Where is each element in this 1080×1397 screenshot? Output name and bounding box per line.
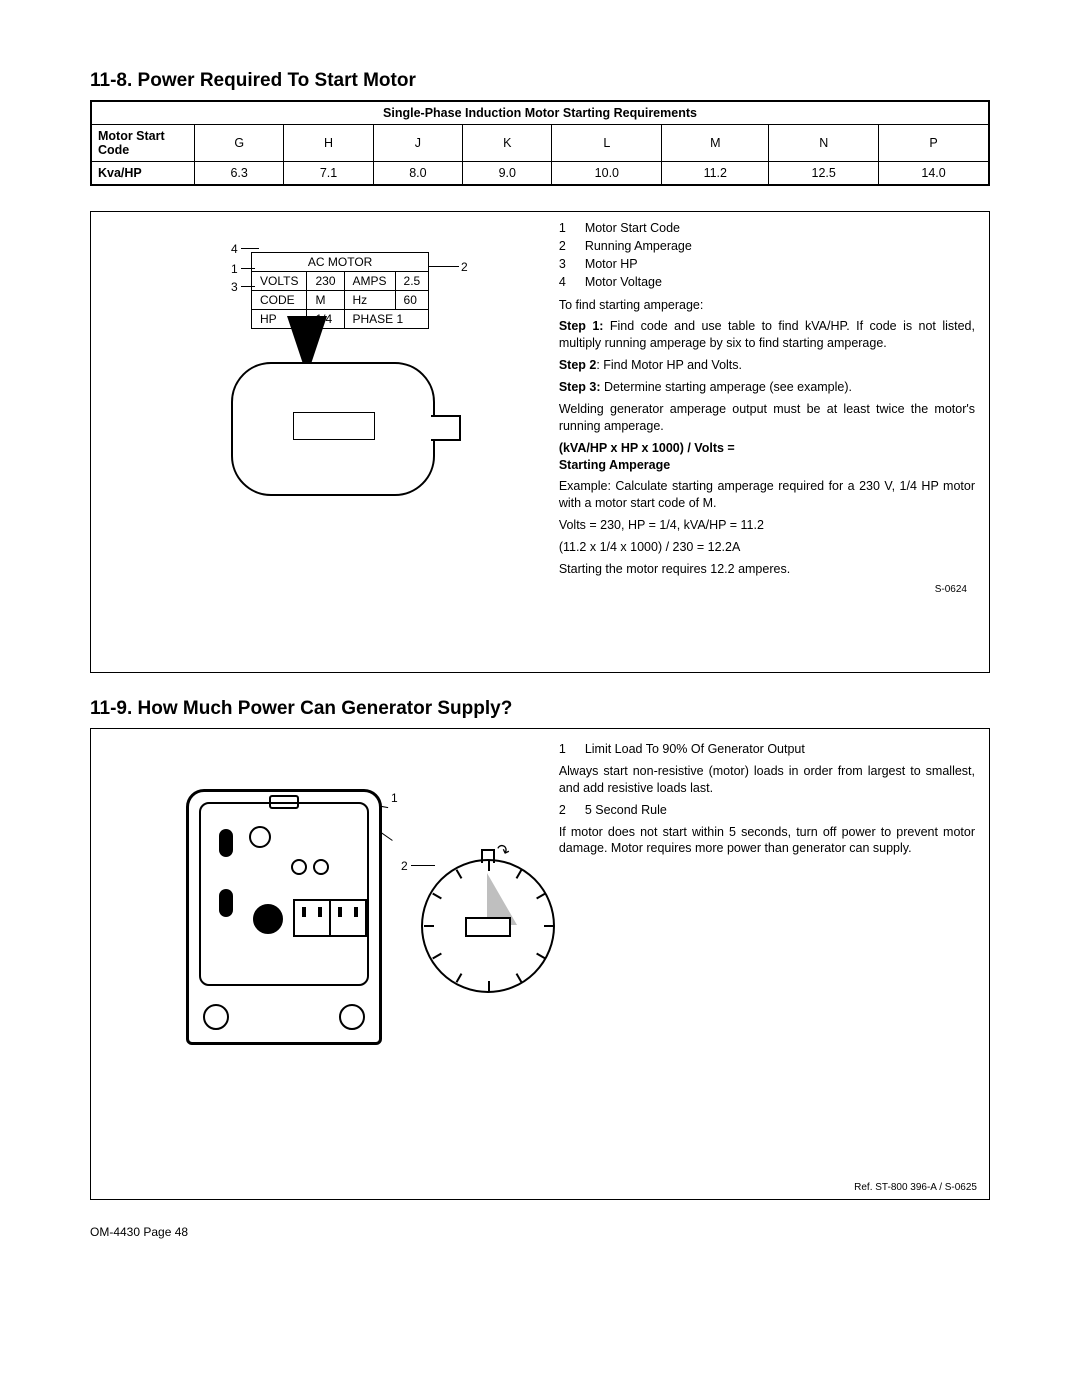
example3: (11.2 x 1/4 x 1000) / 230 = 12.2A: [559, 539, 975, 556]
callout-3: 3: [231, 280, 238, 294]
motor-body-icon: [231, 362, 435, 496]
legend-item-1: 1 Limit Load To 90% Of Generator Output: [559, 741, 975, 758]
fig-ref-118: S-0624: [559, 583, 975, 601]
np: 60: [395, 291, 429, 310]
legend-item-2: 2 5 Second Rule: [559, 802, 975, 819]
motor-start-table: Single-Phase Induction Motor Starting Re…: [91, 101, 989, 185]
example2: Volts = 230, HP = 1/4, kVA/HP = 11.2: [559, 517, 975, 534]
example1: Example: Calculate starting amperage req…: [559, 478, 975, 512]
callout-1: 1: [391, 791, 398, 805]
page-footer: OM-4430 Page 48: [90, 1225, 990, 1239]
motor-table-caption: Single-Phase Induction Motor Starting Re…: [91, 101, 989, 124]
kvahp-cell: 14.0: [879, 162, 989, 185]
kvahp-cell: 11.2: [662, 162, 769, 185]
step1: Step 1: Find code and use table to find …: [559, 318, 975, 352]
code-cell: J: [373, 125, 462, 162]
np: 2.5: [395, 272, 429, 291]
np-title: AC MOTOR: [252, 253, 429, 272]
code-cell: K: [463, 125, 552, 162]
np: M: [307, 291, 344, 310]
np: VOLTS: [252, 272, 307, 291]
code-cell: N: [769, 125, 879, 162]
code-cell: H: [284, 125, 373, 162]
callout-4: 4: [231, 242, 238, 256]
fig-ref-119: Ref. ST-800 396-A / S-0625: [854, 1182, 985, 1197]
legend-list: 1Motor Start Code 2Running Amperage 3Mot…: [559, 220, 975, 291]
kvahp-cell: 8.0: [373, 162, 462, 185]
para-weld: Welding generator amperage output must b…: [559, 401, 975, 435]
kvahp-cell: 7.1: [284, 162, 373, 185]
generator-panel-icon: [186, 789, 382, 1045]
stopwatch-icon: [421, 859, 555, 993]
formula: (kVA/HP x HP x 1000) / Volts = Starting …: [559, 440, 975, 474]
np: PHASE 1: [344, 310, 429, 329]
section-119-figure-box: 1 2: [90, 728, 990, 1200]
callout-1: 1: [231, 262, 238, 276]
step3: Step 3: Determine starting amperage (see…: [559, 379, 975, 396]
row2-label: Kva/HP: [92, 162, 195, 185]
intro-text: To find starting amperage:: [559, 297, 975, 314]
motor-table-box: Single-Phase Induction Motor Starting Re…: [90, 100, 990, 186]
code-cell: L: [552, 125, 662, 162]
figure-118-diagram: 4 1 3 2 AC MOTOR VOLTS 230 AMPS 2.5 CODE: [91, 212, 549, 672]
example4: Starting the motor requires 12.2 amperes…: [559, 561, 975, 578]
np: AMPS: [344, 272, 395, 291]
step2: Step 2: Find Motor HP and Volts.: [559, 357, 975, 374]
np: CODE: [252, 291, 307, 310]
callout-2: 2: [461, 260, 468, 274]
code-cell: P: [879, 125, 989, 162]
section-119-heading: 11-9. How Much Power Can Generator Suppl…: [90, 698, 990, 720]
section-118-heading: 11-8. Power Required To Start Motor: [90, 70, 990, 92]
callout-2: 2: [401, 859, 408, 873]
motor-shaft-icon: [431, 415, 461, 441]
kvahp-cell: 12.5: [769, 162, 879, 185]
kvahp-cell: 6.3: [195, 162, 284, 185]
figure-119-text: 1 Limit Load To 90% Of Generator Output …: [549, 729, 989, 1199]
code-cell: G: [195, 125, 284, 162]
p2: If motor does not start within 5 seconds…: [559, 824, 975, 858]
motor-nameplate: AC MOTOR VOLTS 230 AMPS 2.5 CODE M Hz 60…: [251, 252, 429, 329]
kvahp-cell: 10.0: [552, 162, 662, 185]
kvahp-cell: 9.0: [463, 162, 552, 185]
np: 230: [307, 272, 344, 291]
code-cell: M: [662, 125, 769, 162]
arrow-icon: ↷: [493, 839, 512, 862]
np: Hz: [344, 291, 395, 310]
section-118-figure-box: 4 1 3 2 AC MOTOR VOLTS 230 AMPS 2.5 CODE: [90, 211, 990, 673]
p1: Always start non-resistive (motor) loads…: [559, 763, 975, 797]
row1-label: Motor Start Code: [92, 125, 195, 162]
figure-119-diagram: 1 2: [91, 729, 549, 1199]
figure-118-text: 1Motor Start Code 2Running Amperage 3Mot…: [549, 212, 989, 672]
